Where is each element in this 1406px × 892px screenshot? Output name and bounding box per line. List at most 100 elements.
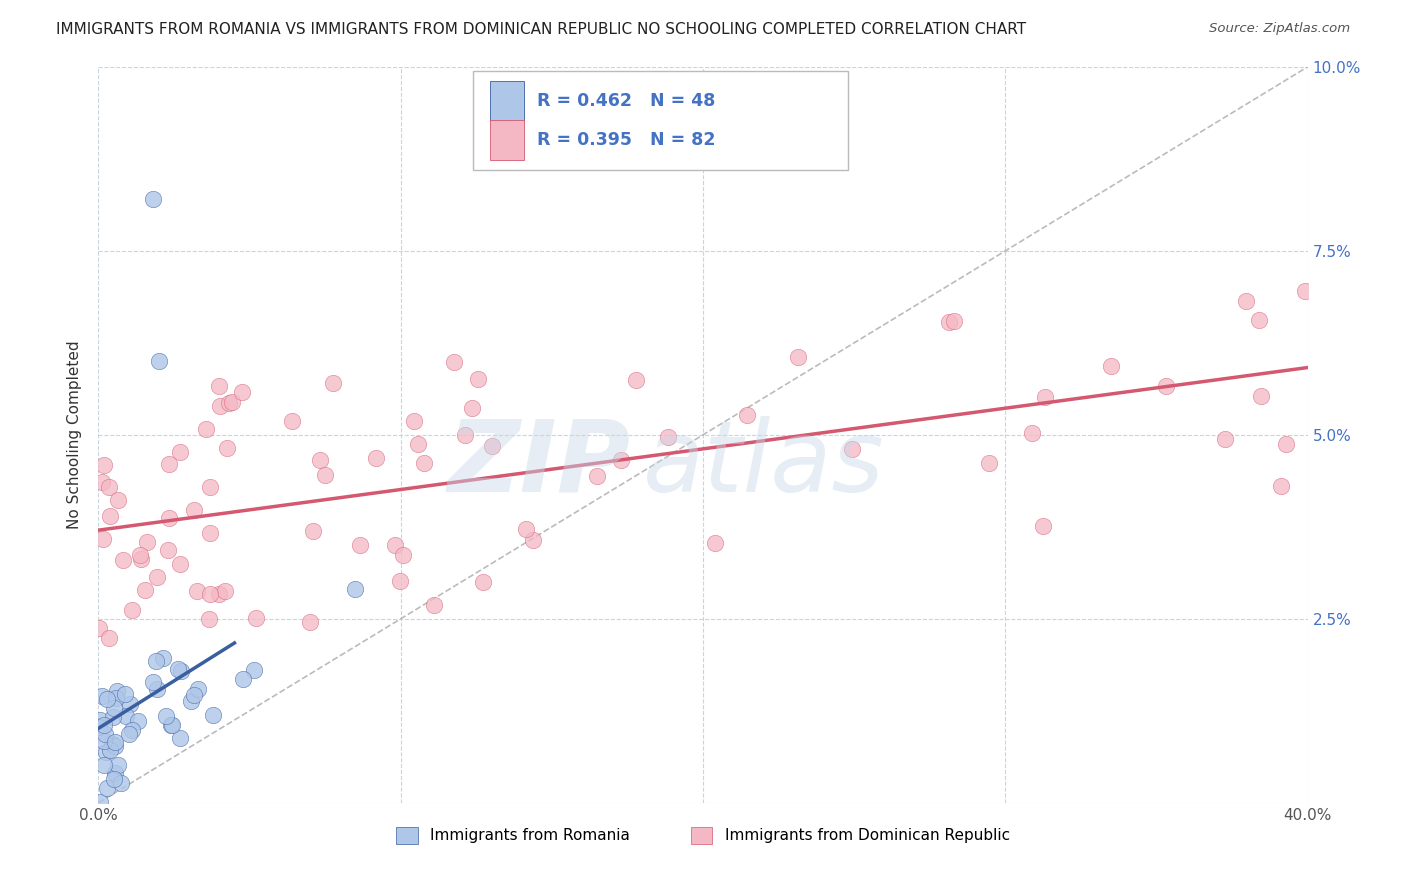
Point [218, 396, 240, 410]
Point [101, 737, 124, 751]
Point [412, 456, 434, 470]
Point [103, 700, 125, 714]
Point [152, 651, 174, 665]
Point [105, 691, 128, 706]
Point [94, 745, 117, 759]
Point [89, 795, 111, 809]
Point [142, 674, 165, 689]
Point [207, 379, 229, 393]
Point [156, 542, 179, 557]
Point [1021, 426, 1043, 441]
Point [127, 714, 149, 728]
Point [90, 690, 112, 704]
Point [180, 694, 202, 708]
Point [392, 548, 415, 562]
Point [232, 672, 254, 686]
Point [586, 468, 609, 483]
Point [134, 582, 156, 597]
Point [146, 570, 169, 584]
Point [93, 458, 115, 472]
Point [169, 731, 191, 745]
Point [1154, 379, 1177, 393]
Point [215, 441, 238, 455]
Point [105, 684, 128, 698]
Point [89, 713, 111, 727]
Point [231, 385, 253, 400]
Point [170, 664, 193, 678]
Point [1099, 359, 1122, 373]
Point [93, 758, 115, 772]
Point [104, 765, 127, 780]
Legend: Immigrants from Romania, Immigrants from Dominican Republic: Immigrants from Romania, Immigrants from… [391, 821, 1015, 850]
Point [314, 467, 336, 482]
Point [145, 682, 167, 697]
Text: ZIP: ZIP [447, 416, 630, 513]
Point [841, 442, 863, 457]
Point [129, 552, 152, 566]
Point [98, 632, 121, 646]
Point [610, 452, 633, 467]
Point [91, 532, 114, 546]
Point [624, 373, 647, 387]
Point [115, 709, 138, 723]
Point [98, 743, 121, 757]
Point [309, 452, 332, 467]
Point [657, 430, 679, 444]
Y-axis label: No Schooling Completed: No Schooling Completed [67, 341, 83, 529]
Point [787, 351, 810, 365]
Point [114, 687, 136, 701]
Point [1247, 313, 1270, 327]
FancyBboxPatch shape [491, 81, 524, 120]
Point [1270, 479, 1292, 493]
Point [183, 503, 205, 517]
Point [198, 479, 221, 493]
Point [148, 354, 170, 368]
Text: Source: ZipAtlas.com: Source: ZipAtlas.com [1209, 22, 1350, 36]
Point [245, 611, 267, 625]
Point [467, 372, 489, 386]
Point [104, 739, 127, 753]
Point [195, 422, 218, 436]
Point [302, 524, 325, 538]
Point [101, 710, 124, 724]
Point [443, 354, 465, 368]
Point [201, 708, 224, 723]
Point [96, 780, 118, 795]
Point [136, 535, 159, 549]
Point [118, 726, 141, 740]
Point [157, 510, 180, 524]
Point [100, 509, 122, 524]
Point [169, 557, 191, 571]
Point [406, 436, 429, 450]
Point [93, 734, 115, 748]
Point [169, 445, 191, 459]
Point [977, 456, 1000, 470]
Point [281, 414, 304, 428]
Point [145, 654, 167, 668]
Text: R = 0.462   N = 48: R = 0.462 N = 48 [537, 93, 716, 111]
Point [481, 439, 503, 453]
Point [384, 538, 406, 552]
Point [1275, 437, 1298, 451]
Point [349, 537, 371, 551]
Point [1032, 519, 1054, 533]
Point [522, 533, 544, 548]
Point [704, 536, 727, 550]
Text: IMMIGRANTS FROM ROMANIA VS IMMIGRANTS FROM DOMINICAN REPUBLIC NO SCHOOLING COMPL: IMMIGRANTS FROM ROMANIA VS IMMIGRANTS FR… [56, 22, 1026, 37]
Point [322, 376, 344, 391]
Point [1250, 389, 1272, 403]
Point [104, 735, 127, 749]
Point [142, 192, 165, 206]
Point [422, 598, 444, 612]
FancyBboxPatch shape [474, 70, 848, 170]
Point [404, 414, 426, 428]
Point [454, 427, 477, 442]
Point [128, 549, 150, 563]
Point [344, 582, 367, 596]
Point [209, 399, 232, 413]
Point [93, 717, 115, 731]
Point [366, 450, 388, 465]
Point [1234, 293, 1257, 308]
Point [471, 574, 494, 589]
Point [110, 776, 132, 790]
